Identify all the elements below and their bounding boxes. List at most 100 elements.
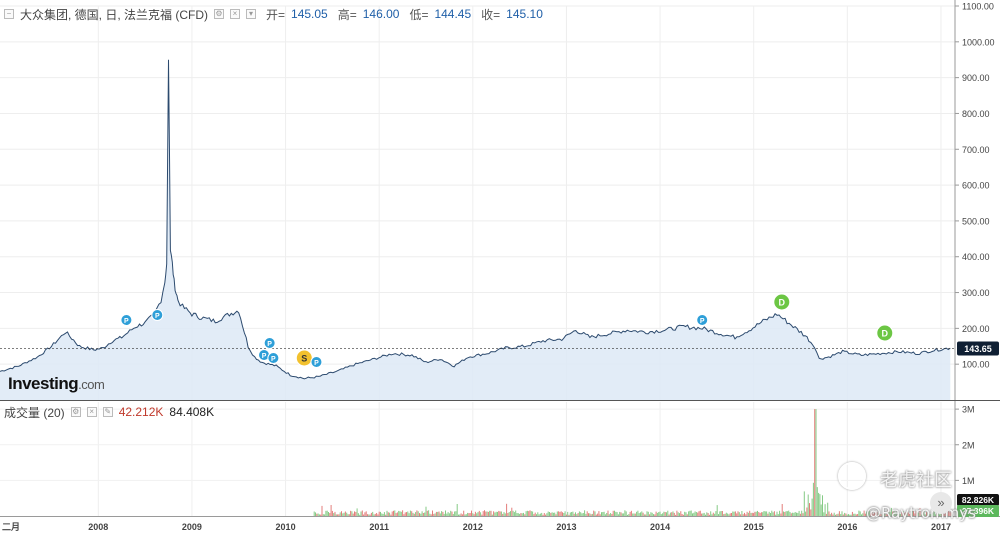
volume-bar xyxy=(757,510,758,516)
volume-bar xyxy=(887,510,888,516)
volume-bar xyxy=(764,511,766,516)
event-marker-label: P xyxy=(267,341,272,348)
volume-bar xyxy=(408,513,410,516)
volume-bar xyxy=(459,514,461,516)
volume-bar xyxy=(510,511,511,516)
volume-bar xyxy=(705,514,706,516)
volume-bar xyxy=(689,510,691,516)
volume-bar xyxy=(829,514,831,516)
volume-bar xyxy=(701,513,703,516)
collapse-icon[interactable]: − xyxy=(4,9,14,19)
volume-bar xyxy=(666,512,667,516)
settings-icon[interactable]: ⚙ xyxy=(214,9,224,19)
volume-bar xyxy=(617,514,619,516)
volume-bar xyxy=(762,512,764,516)
volume-bar xyxy=(928,514,930,516)
volume-bars xyxy=(313,409,953,516)
volume-bar xyxy=(441,511,443,516)
x-tick-label: 2013 xyxy=(556,522,576,532)
volume-bar xyxy=(400,511,402,516)
volume-bar xyxy=(656,512,658,516)
volume-bar xyxy=(432,510,433,516)
volume-bar xyxy=(881,514,883,516)
volume-bar xyxy=(738,512,740,516)
volume-bar xyxy=(333,513,335,516)
volume-bar xyxy=(331,510,333,516)
volume-bar xyxy=(601,512,602,516)
volume-bar xyxy=(750,512,752,516)
volume-bar xyxy=(317,513,319,516)
volume-bar xyxy=(655,511,657,516)
volume-bar xyxy=(828,511,830,516)
y-tick-label: 700.00 xyxy=(962,145,990,155)
volume-bar xyxy=(725,512,727,516)
volume-bar xyxy=(563,513,565,516)
volume-bar xyxy=(831,512,833,516)
volume-bar xyxy=(766,511,768,516)
volume-bar xyxy=(421,511,423,516)
volume-bar xyxy=(578,511,580,516)
volume-bar xyxy=(616,512,618,516)
vol-tick-label: 1M xyxy=(962,476,975,486)
volume-bar xyxy=(363,514,365,516)
volume-bar xyxy=(338,514,340,516)
volume-bar xyxy=(376,513,378,516)
volume-bar xyxy=(723,514,725,516)
volume-close-icon[interactable]: × xyxy=(86,407,97,417)
vol-tick-label: 2M xyxy=(962,440,975,450)
event-marker-p xyxy=(263,337,276,349)
volume-bar xyxy=(329,513,331,516)
volume-bar xyxy=(559,511,561,516)
volume-edit-icon[interactable]: ✎ xyxy=(102,407,113,417)
volume-bar xyxy=(438,511,440,516)
volume-bar xyxy=(572,511,574,516)
volume-bar xyxy=(867,511,869,516)
volume-bar xyxy=(668,514,670,516)
volume-bar xyxy=(370,512,372,516)
volume-bar xyxy=(675,514,677,516)
chevron-down-icon[interactable]: ▾ xyxy=(246,9,256,19)
volume-bar xyxy=(506,503,508,516)
volume-bar xyxy=(923,510,925,516)
volume-bar xyxy=(948,510,950,516)
volume-bar xyxy=(654,514,656,516)
volume-bar xyxy=(395,513,397,516)
volume-bar xyxy=(542,514,544,516)
scroll-right-button[interactable]: » xyxy=(930,492,952,514)
x-tick-label: 二月 xyxy=(2,522,20,532)
volume-bar xyxy=(797,512,799,516)
volume-bar xyxy=(606,513,608,516)
volume-bar xyxy=(516,513,518,516)
volume-bar xyxy=(337,514,339,516)
volume-bar xyxy=(534,512,536,516)
volume-bar xyxy=(931,514,933,516)
volume-bar xyxy=(759,513,761,516)
volume-bar xyxy=(747,512,749,516)
event-marker-p xyxy=(696,314,709,326)
volume-bar xyxy=(697,512,699,516)
volume-bar xyxy=(685,512,687,516)
volume-bar xyxy=(896,511,898,516)
y-tick-label: 300.00 xyxy=(962,288,990,298)
volume-bar xyxy=(677,512,679,516)
volume-bar xyxy=(699,510,701,516)
volume-bar xyxy=(641,511,643,516)
volume-bar xyxy=(858,510,860,516)
close-icon[interactable]: × xyxy=(230,9,240,19)
volume-bar xyxy=(667,510,669,516)
volume-bar xyxy=(746,511,748,516)
volume-bar xyxy=(482,511,484,516)
volume-bar xyxy=(936,513,938,516)
volume-bar xyxy=(927,511,929,516)
volume-bar xyxy=(890,507,892,516)
volume-bar xyxy=(900,514,901,516)
y-tick-label: 200.00 xyxy=(962,324,990,334)
volume-bar xyxy=(406,512,407,516)
tiger-watermark-icon xyxy=(838,462,866,490)
volume-bar xyxy=(853,513,855,516)
volume-settings-icon[interactable]: ⚙ xyxy=(70,407,81,417)
y-tick-label: 900.00 xyxy=(962,73,990,83)
volume-bar xyxy=(365,511,367,516)
logo-suffix: .com xyxy=(78,377,105,392)
